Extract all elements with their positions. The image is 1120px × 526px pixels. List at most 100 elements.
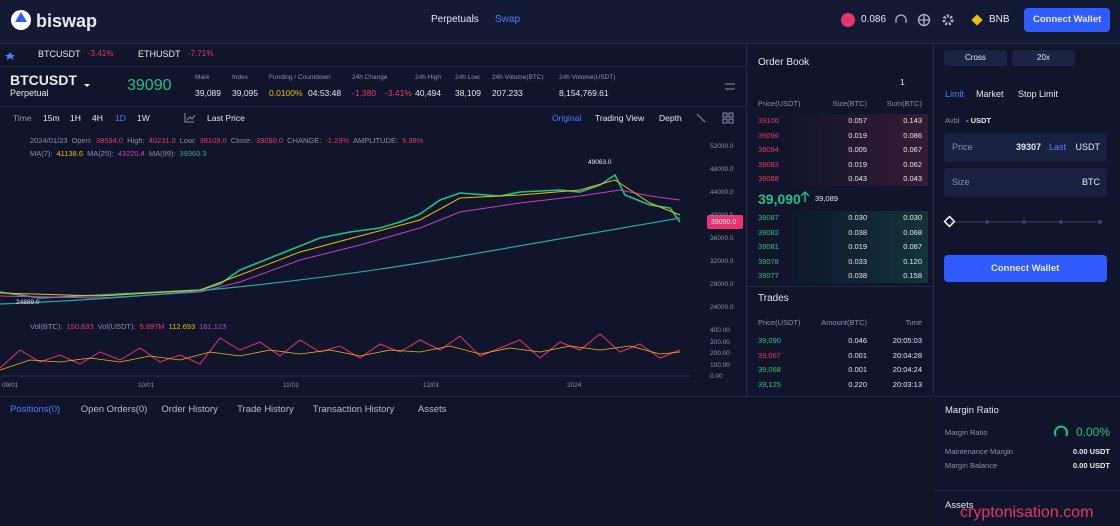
precision[interactable]: 1 — [900, 77, 905, 87]
volume-value: 5.897M — [139, 322, 165, 331]
chart-view[interactable]: Trading View — [595, 113, 645, 123]
ask-price: 39093 — [758, 159, 779, 169]
interval[interactable]: 1W — [137, 113, 150, 123]
chart-toolbar-icons — [184, 83, 735, 124]
stat-label: 24h High — [415, 74, 442, 81]
ticker-change: -3.41% — [88, 49, 114, 58]
ohlc-label: High: — [127, 136, 145, 145]
volume-axis-label: 300.00 — [710, 338, 730, 346]
network[interactable]: BNB — [989, 14, 1010, 25]
order-type[interactable]: Limit — [945, 89, 965, 99]
volume-value: 161.123 — [199, 322, 227, 331]
bid-sum: 0.087 — [903, 242, 922, 251]
ask-size: 0.057 — [848, 116, 867, 125]
tab[interactable]: Transaction History — [312, 404, 395, 415]
ohlc-label: CHANGE: — [287, 136, 322, 145]
bid-sum: 0.068 — [903, 227, 922, 237]
panel-title: Order Book — [758, 57, 810, 68]
leverage-label[interactable]: 20x — [1037, 53, 1050, 62]
connect-wallet[interactable]: Connect Wallet — [991, 263, 1060, 274]
interval[interactable]: 15m — [43, 113, 60, 123]
cross-label[interactable]: Cross — [965, 53, 986, 62]
nav-link[interactable]: Swap — [495, 14, 521, 25]
last-price: 39090.0 — [711, 219, 737, 226]
bid-size: 0.038 — [848, 227, 867, 237]
price-axis-label: 32000.0 — [710, 258, 734, 265]
tab[interactable]: Open Orders(0) — [80, 404, 148, 415]
tab[interactable]: Trade History — [237, 404, 294, 415]
nav-link[interactable]: Perpetuals — [431, 14, 479, 25]
stat-label: 24h Low — [455, 74, 480, 81]
divider — [0, 106, 746, 107]
stat-value: 38,109 — [455, 88, 481, 98]
header: Size(BTC) — [832, 99, 867, 108]
price-axis-label: 28000.0 — [710, 281, 734, 288]
ma-label: MA(99): — [148, 149, 176, 158]
header: Price(USDT) — [758, 318, 801, 327]
stat-label: Mark — [195, 74, 210, 81]
volume-row: Vol(BTC): 150.633 Vol(USDT): 5.897M 112.693 1… — [30, 323, 226, 331]
ma-row: MA(7): 41138.6 MA(25): 43220.4 MA(99): 39360.… — [30, 150, 207, 158]
star-icon — [5, 52, 15, 60]
order-type[interactable]: Stop Limit — [1018, 89, 1059, 99]
brand: biswap — [36, 11, 98, 31]
price-input[interactable] — [944, 133, 1107, 162]
margin-value: 0.00 USDT — [1072, 447, 1110, 456]
leverage-button[interactable] — [1012, 50, 1075, 66]
nav-icons — [841, 13, 983, 27]
bid-size: 0.038 — [848, 271, 867, 280]
stat-label: 24h Change — [352, 74, 388, 81]
connect-wallet-nav[interactable] — [1024, 8, 1110, 32]
ohlc-value: -1.29% — [325, 136, 350, 145]
size-input[interactable] — [944, 168, 1107, 197]
bid-price: 39081 — [758, 242, 779, 251]
token-price: 0.086 — [861, 14, 887, 25]
connect-wallet[interactable]: Connect Wallet — [1033, 14, 1102, 25]
ohlc-value: 5.36% — [402, 136, 424, 145]
ticker-symbol[interactable]: BTCUSDT — [38, 49, 81, 59]
ticker-symbol[interactable]: ETHUSDT — [138, 49, 181, 59]
dropdown-icon — [84, 84, 90, 87]
ask-sum: 0.062 — [903, 159, 922, 169]
price-last[interactable]: Last — [1049, 142, 1067, 152]
divider — [747, 286, 933, 287]
ma-value: 41138.6 — [56, 149, 84, 158]
interval[interactable]: 1D — [115, 113, 126, 123]
interval: Time — [13, 113, 32, 123]
chart-view[interactable]: Depth — [659, 113, 682, 123]
avbl-label: Avbl — [945, 116, 960, 125]
margin-value: 0.00 USDT — [1072, 461, 1110, 470]
price-axis-label: 48000.0 — [710, 166, 734, 173]
interval[interactable]: 4H — [92, 113, 103, 123]
cross-button[interactable] — [944, 50, 1007, 66]
ask-sum: 0.067 — [903, 145, 922, 154]
stat-value: -3.41% — [385, 88, 412, 98]
chart-view[interactable]: Original — [552, 113, 582, 123]
trade-size: 0.220 — [848, 380, 867, 390]
tab[interactable]: Positions(0) — [10, 404, 61, 415]
up-arrow — [800, 191, 810, 202]
ask-size: 0.019 — [848, 130, 867, 140]
trade-price: 39,125 — [758, 380, 781, 390]
slider[interactable] — [943, 215, 1102, 228]
stat-value: 39,095 — [232, 88, 258, 98]
ask-size: 0.019 — [848, 159, 867, 169]
price-axis-label: 44000.0 — [710, 189, 734, 196]
tab[interactable]: Order History — [161, 404, 218, 415]
panel-title: Assets — [945, 500, 974, 511]
date-axis-label: 10/01 — [138, 382, 155, 389]
ohlc-value: 40231.0 — [148, 136, 176, 145]
interval[interactable]: 1H — [70, 113, 81, 123]
connect-wallet-button[interactable] — [944, 255, 1107, 282]
stat-label: 24h Volume(BTC) — [492, 74, 544, 81]
ask-sum: 0.086 — [903, 130, 922, 140]
bid-size: 0.030 — [848, 213, 867, 222]
price-type[interactable]: Last Price — [207, 113, 245, 123]
tab[interactable]: Assets — [417, 404, 447, 415]
volume-axis-label: 0.00 — [710, 373, 723, 380]
order-type[interactable]: Market — [976, 89, 1004, 99]
margin-label: Maintenance Margin — [945, 447, 1013, 456]
trade-size: 0.001 — [848, 350, 867, 360]
price-label: Price — [952, 142, 973, 152]
